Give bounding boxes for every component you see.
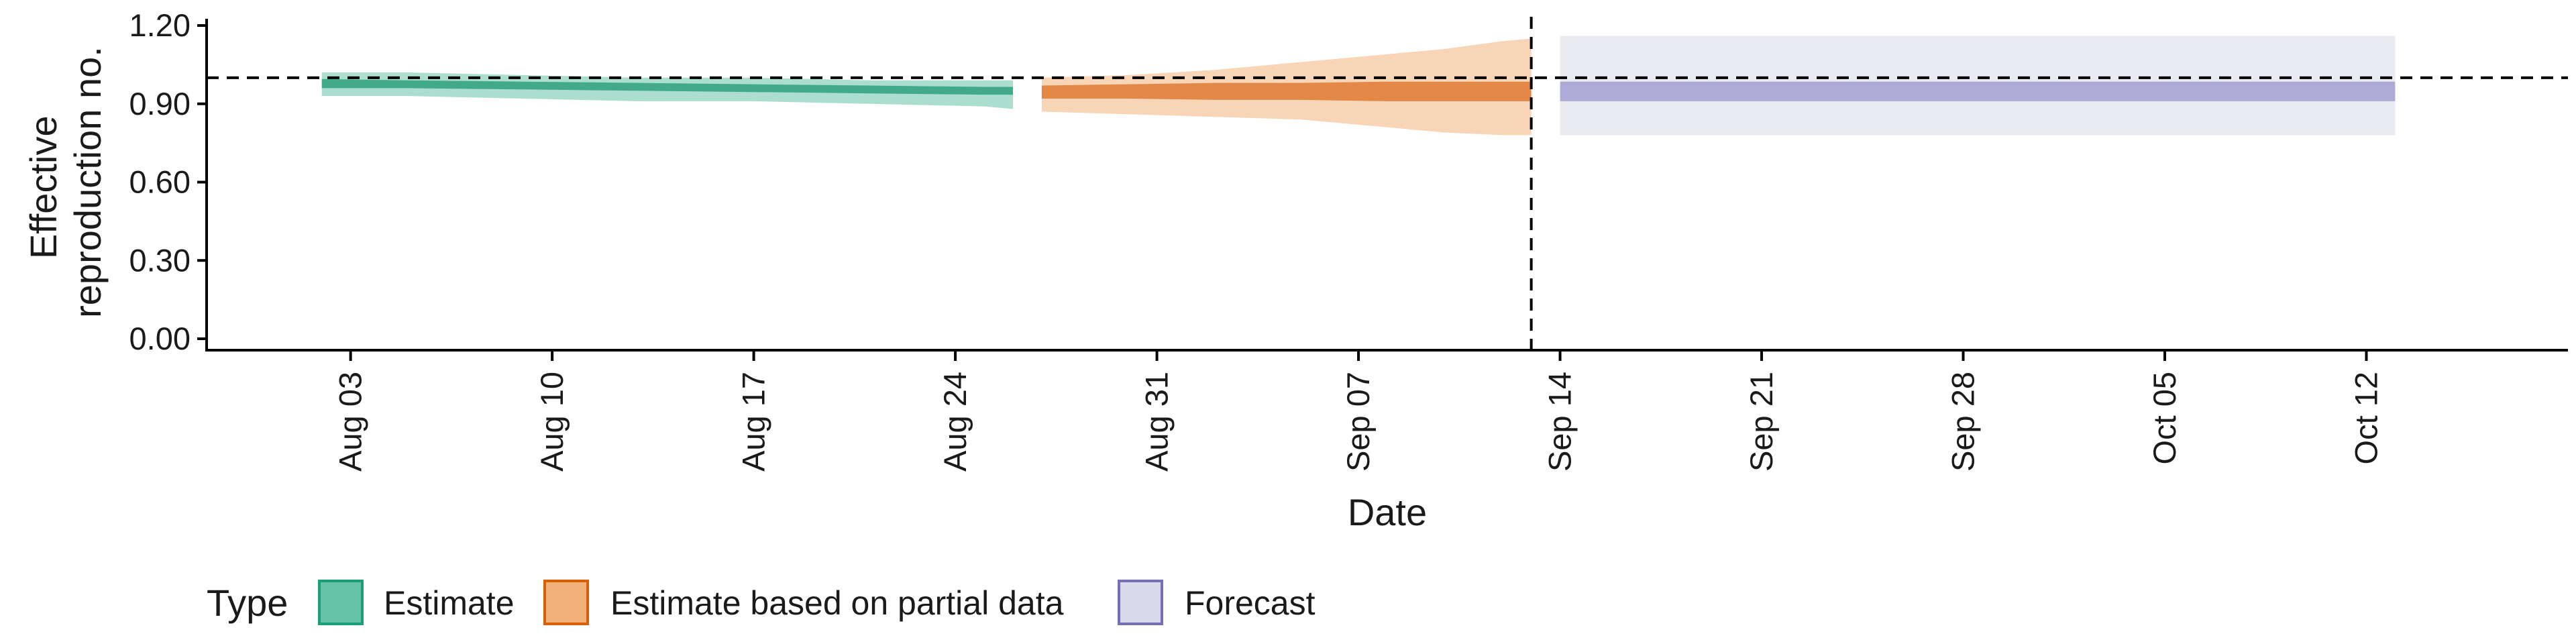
x-axis-ticks: Aug 03 Aug 10 Aug 17 Aug 24 Aug 31 Sep 07 Sep … bbox=[333, 350, 2384, 472]
y-axis-title-line-2: reproduction no. bbox=[66, 46, 109, 318]
x-tick-label: Oct 12 bbox=[2349, 372, 2384, 464]
x-tick-label: Aug 03 bbox=[333, 372, 368, 472]
legend-title: Type bbox=[207, 582, 288, 624]
band-inner-forecast bbox=[1560, 81, 2396, 101]
x-tick-label: Aug 31 bbox=[1139, 372, 1175, 472]
axes bbox=[205, 19, 2568, 352]
y-tick-label: 0.60 bbox=[129, 164, 191, 200]
x-tick-label: Oct 05 bbox=[2147, 372, 2182, 464]
y-axis-title-line-1: Effective bbox=[22, 115, 64, 259]
y-tick-label: 0.90 bbox=[129, 86, 191, 121]
x-tick-label: Sep 07 bbox=[1340, 372, 1376, 472]
y-tick-label: 0.00 bbox=[129, 321, 191, 356]
band-inner-estimate-based-on-partial-data bbox=[1041, 81, 1532, 101]
y-axis-title: Effective reproduction no. bbox=[22, 46, 109, 318]
legend-key-estimate bbox=[318, 580, 364, 625]
legend-key-forecast bbox=[1118, 580, 1163, 625]
x-tick-label: Aug 24 bbox=[937, 372, 973, 472]
x-tick-label: Aug 17 bbox=[736, 372, 771, 472]
band-inner-estimate bbox=[321, 78, 1014, 95]
legend-key-estimate-based-on-partial-data bbox=[543, 580, 589, 625]
x-tick-label: Sep 28 bbox=[1945, 372, 1981, 472]
reference-lines bbox=[207, 17, 2568, 350]
y-axis-ticks: 0.00 0.30 0.60 0.90 1.20 bbox=[129, 7, 207, 356]
y-tick-label: 1.20 bbox=[129, 7, 191, 43]
x-tick-label: Sep 21 bbox=[1743, 372, 1779, 472]
x-tick-label: Sep 14 bbox=[1542, 372, 1578, 472]
x-axis-title: Date bbox=[1348, 491, 1427, 533]
legend-label-forecast: Forecast bbox=[1185, 584, 1316, 622]
y-tick-label: 0.30 bbox=[129, 242, 191, 278]
legend: Type Estimate Estimate based on partial d… bbox=[207, 580, 1316, 625]
legend-label-estimate-based-on-partial-data: Estimate based on partial data bbox=[610, 584, 1064, 622]
uncertainty-bands bbox=[321, 36, 2396, 136]
legend-label-estimate: Estimate bbox=[384, 584, 515, 622]
x-tick-label: Aug 10 bbox=[534, 372, 570, 472]
